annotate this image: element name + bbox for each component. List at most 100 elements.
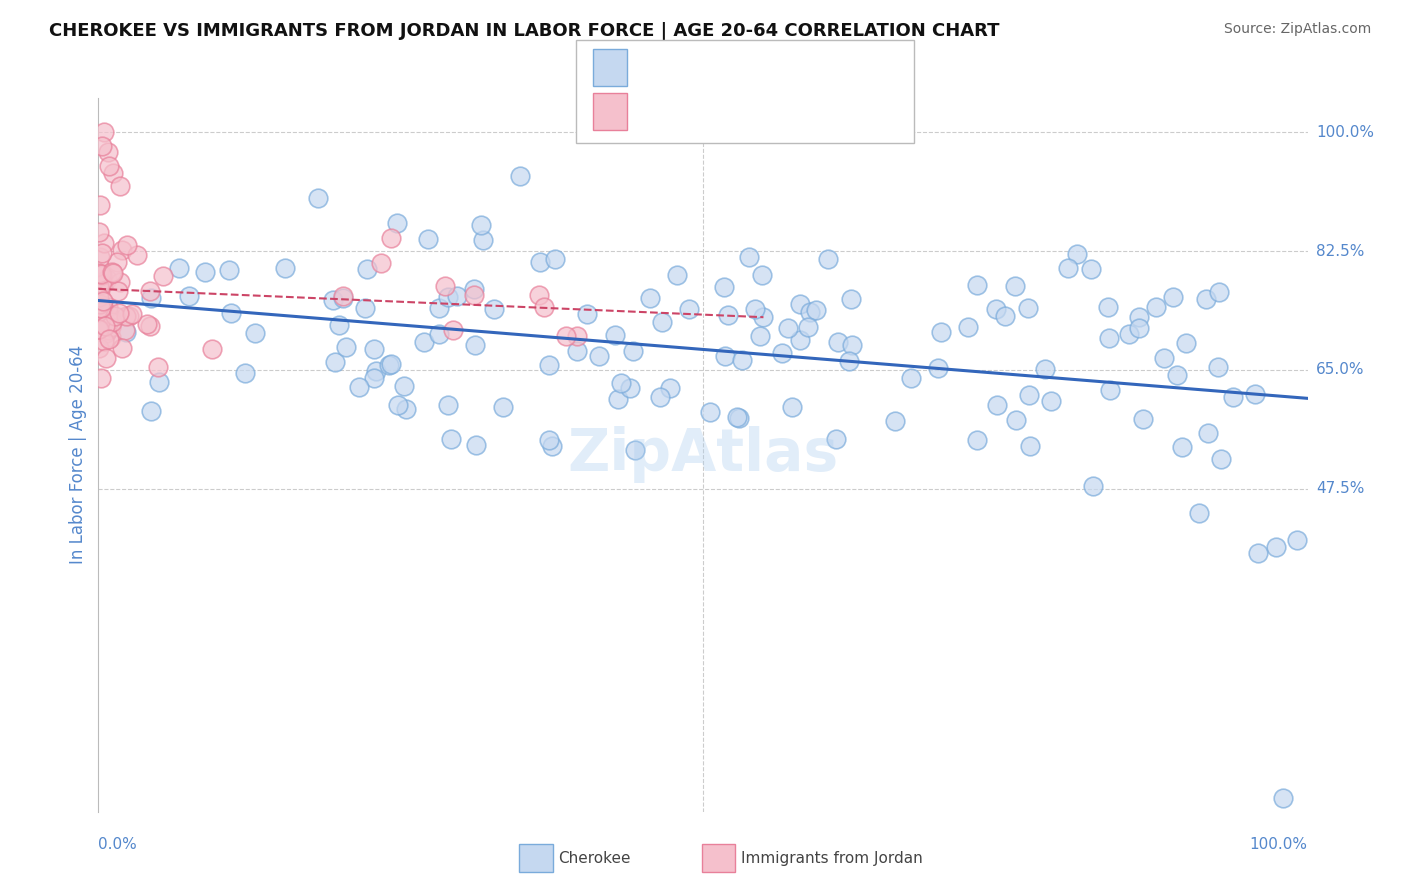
Point bbox=[94, 322, 117, 336]
Point bbox=[713, 280, 735, 294]
Point bbox=[433, 279, 456, 293]
Point bbox=[666, 268, 689, 282]
Point bbox=[651, 315, 673, 329]
Point bbox=[1144, 300, 1167, 314]
Point bbox=[136, 317, 159, 331]
Point bbox=[114, 309, 136, 323]
Point bbox=[1019, 439, 1042, 453]
Text: R =: R = bbox=[634, 106, 665, 124]
Point bbox=[610, 376, 633, 390]
Text: Source: ZipAtlas.com: Source: ZipAtlas.com bbox=[1223, 22, 1371, 37]
Point bbox=[588, 349, 610, 363]
Point bbox=[966, 433, 988, 447]
Point bbox=[464, 338, 486, 352]
Point bbox=[1018, 387, 1040, 401]
Point bbox=[233, 367, 256, 381]
Point bbox=[1243, 387, 1265, 401]
Point bbox=[87, 290, 110, 304]
Point bbox=[387, 398, 409, 412]
Point bbox=[751, 268, 773, 283]
Point bbox=[91, 293, 114, 308]
Point bbox=[744, 301, 766, 316]
Point bbox=[121, 307, 143, 321]
Point bbox=[179, 289, 201, 303]
Point bbox=[90, 268, 112, 282]
Text: R =: R = bbox=[634, 62, 665, 79]
Point bbox=[274, 260, 297, 275]
Point bbox=[111, 341, 134, 355]
Point bbox=[354, 301, 377, 315]
Point bbox=[114, 324, 136, 338]
Point bbox=[966, 278, 988, 293]
Point bbox=[101, 266, 124, 280]
Point bbox=[194, 265, 217, 279]
Text: 47.5%: 47.5% bbox=[1316, 482, 1364, 497]
Point bbox=[98, 159, 121, 173]
Point bbox=[900, 371, 922, 385]
Point bbox=[363, 371, 385, 385]
Point bbox=[87, 322, 110, 336]
Point bbox=[527, 287, 550, 301]
Point bbox=[797, 319, 820, 334]
Point bbox=[1188, 506, 1211, 520]
Point bbox=[884, 414, 907, 428]
Point bbox=[152, 269, 174, 284]
Point bbox=[100, 329, 122, 343]
Point bbox=[90, 245, 112, 260]
Point bbox=[107, 306, 129, 320]
Point bbox=[1040, 394, 1063, 409]
Point bbox=[730, 353, 752, 368]
Point bbox=[1285, 533, 1308, 547]
Text: 136: 136 bbox=[800, 62, 838, 79]
Point bbox=[927, 361, 949, 376]
Point bbox=[385, 215, 408, 229]
Point bbox=[437, 398, 460, 412]
Point bbox=[97, 145, 120, 160]
Point bbox=[139, 318, 162, 333]
Point bbox=[117, 309, 139, 323]
Point bbox=[1211, 452, 1233, 467]
Point bbox=[127, 248, 149, 262]
Point bbox=[838, 353, 860, 368]
Point bbox=[482, 301, 505, 316]
Point bbox=[87, 278, 110, 293]
Point bbox=[1118, 326, 1140, 341]
Point bbox=[322, 293, 344, 307]
Point bbox=[839, 292, 862, 306]
Point bbox=[1098, 383, 1121, 397]
Point bbox=[91, 138, 114, 153]
Point bbox=[1066, 247, 1088, 261]
Point bbox=[1033, 362, 1056, 376]
Point bbox=[1195, 292, 1218, 306]
Text: 100.0%: 100.0% bbox=[1316, 125, 1374, 140]
Point bbox=[89, 198, 111, 212]
Point bbox=[148, 376, 170, 390]
Point bbox=[640, 292, 662, 306]
Point bbox=[94, 326, 117, 340]
Point bbox=[89, 283, 111, 297]
Point bbox=[108, 179, 131, 194]
Point bbox=[1128, 321, 1150, 335]
Point bbox=[565, 329, 588, 343]
Point bbox=[678, 302, 700, 317]
Text: Immigrants from Jordan: Immigrants from Jordan bbox=[741, 851, 922, 865]
Text: Cherokee: Cherokee bbox=[558, 851, 631, 865]
Point bbox=[100, 320, 122, 334]
Text: 71: 71 bbox=[800, 106, 825, 124]
Point bbox=[567, 344, 589, 359]
Point bbox=[139, 404, 162, 418]
Text: 0.180: 0.180 bbox=[676, 106, 734, 124]
Point bbox=[335, 340, 357, 354]
Text: ZipAtlas: ZipAtlas bbox=[568, 426, 838, 483]
Point bbox=[799, 305, 821, 319]
Point bbox=[107, 285, 129, 299]
Point bbox=[827, 334, 849, 349]
Point bbox=[446, 289, 468, 303]
Text: 65.0%: 65.0% bbox=[1316, 362, 1364, 377]
Text: 100.0%: 100.0% bbox=[1250, 837, 1308, 852]
Point bbox=[87, 295, 110, 310]
Point bbox=[463, 288, 485, 302]
Point bbox=[1128, 310, 1150, 324]
Point bbox=[841, 337, 863, 351]
Point bbox=[529, 255, 551, 269]
